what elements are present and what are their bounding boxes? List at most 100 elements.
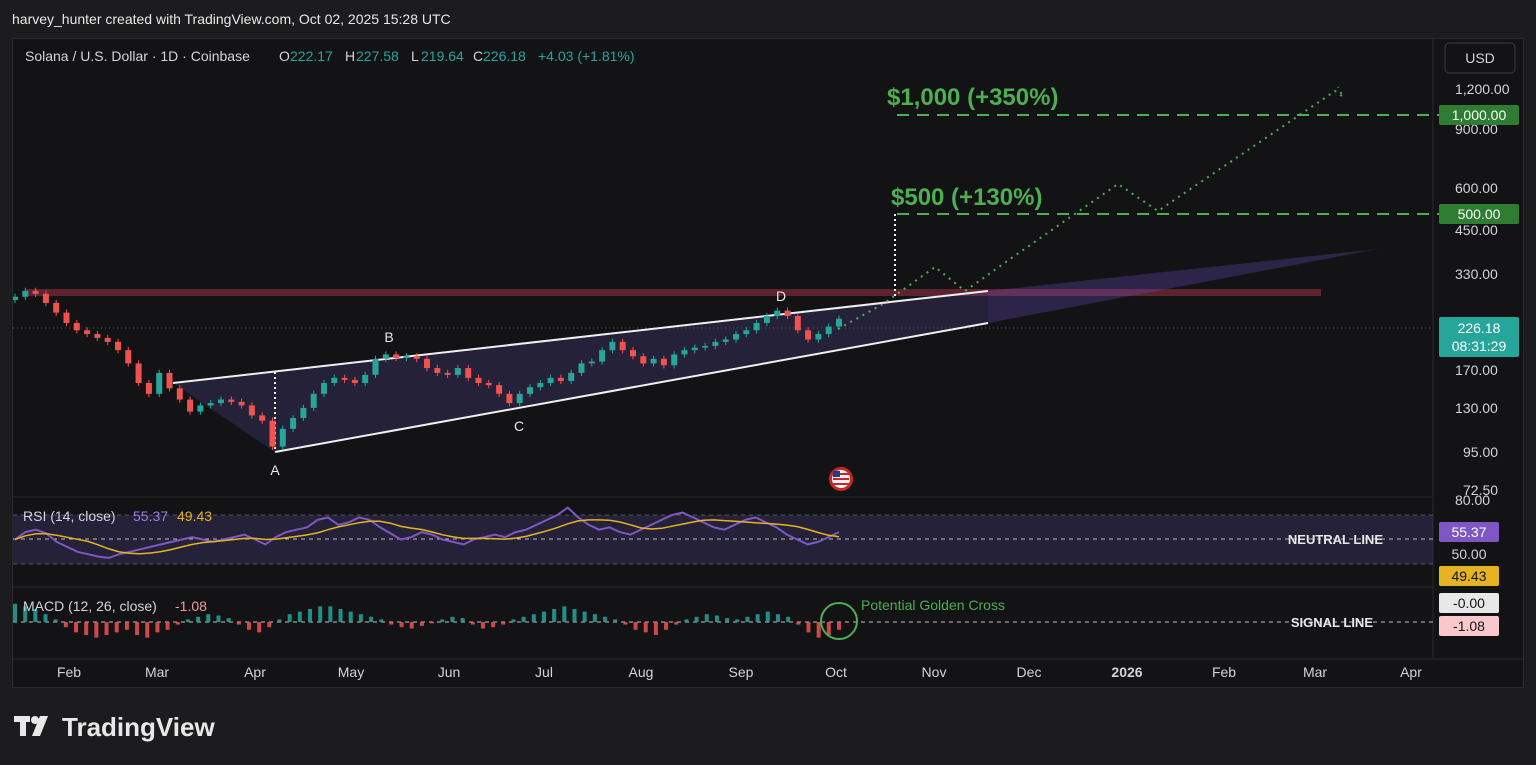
candle [424, 358, 430, 369]
candle [671, 354, 678, 366]
macd-bar [206, 614, 211, 622]
candle [176, 388, 183, 400]
macd-bar [491, 622, 496, 628]
candle [310, 393, 317, 408]
candle [784, 310, 791, 316]
candle [774, 310, 781, 316]
candle [547, 377, 554, 384]
macd-bar [124, 622, 129, 630]
price-tick: 330.00 [1455, 266, 1498, 282]
candle [825, 326, 832, 335]
candle [259, 415, 266, 421]
candle [516, 393, 523, 404]
candle [362, 374, 369, 384]
candle [300, 407, 307, 418]
currency-button[interactable] [1444, 42, 1516, 74]
price-tick: 450.00 [1455, 222, 1498, 238]
candle [63, 312, 70, 323]
candle [125, 350, 132, 364]
time-axis: Feb Mar Apr May Jun Jul Aug Sep Oct Nov … [57, 664, 1422, 680]
time-tick: Jul [535, 664, 553, 680]
macd-bar [806, 622, 811, 633]
candle [650, 358, 657, 364]
macd-bar [196, 616, 201, 622]
candle [537, 383, 544, 388]
candle [156, 372, 163, 394]
candle [743, 330, 750, 335]
rsi-value: 55.37 [133, 508, 168, 524]
rsi-value-tag [1439, 522, 1499, 542]
credit-text: harvey_hunter created with TradingView.c… [12, 11, 451, 27]
candle [681, 350, 688, 355]
macd-bar [837, 622, 841, 630]
macd-bar [541, 611, 546, 622]
macd-signal-tag-text: -0.00 [1453, 595, 1485, 611]
price-tag-1000-text: 1,000.00 [1452, 107, 1507, 123]
candle [228, 399, 235, 402]
macd-bar [531, 614, 536, 622]
macd-bar [145, 622, 150, 638]
rsi-label: RSI (14, close) [23, 508, 116, 524]
macd-bar [633, 622, 638, 630]
macd-bar [399, 622, 404, 628]
candle [197, 405, 204, 412]
rsi-signal-value: 49.43 [177, 508, 212, 524]
macd-bar [277, 619, 282, 622]
candle [619, 341, 626, 351]
current-price-tag-value: 226.18 [1458, 320, 1501, 336]
candle [145, 383, 152, 394]
candle [640, 356, 647, 364]
macd-bar [755, 614, 760, 622]
macd-bar [470, 622, 475, 625]
macd-bar [430, 622, 435, 624]
macd-bar [419, 622, 424, 626]
candle [557, 377, 564, 381]
macd-bar [114, 622, 119, 633]
candle [527, 387, 533, 394]
ohlc-change: +4.03 (+1.81%) [538, 48, 635, 64]
candle [413, 356, 420, 359]
macd-hist-tag-text: -1.08 [1453, 618, 1485, 634]
candle [279, 428, 286, 447]
time-tick: Oct [825, 664, 847, 680]
candle [207, 403, 214, 406]
candle [485, 383, 492, 386]
macd-bar [765, 611, 770, 622]
rsi-signal-line [14, 519, 840, 555]
time-tick: Apr [244, 664, 266, 680]
target-500-label: $500 (+130%) [891, 184, 1042, 211]
time-tick: Jun [438, 664, 461, 680]
pattern-label-d: D [776, 288, 786, 304]
rsi-value-tag-text: 55.37 [1451, 524, 1486, 540]
candle [135, 363, 142, 384]
us-flag-event-icon[interactable] [829, 467, 853, 491]
current-price-tag-countdown: 08:31:29 [1452, 338, 1507, 354]
macd-bar [185, 619, 190, 622]
candle [712, 341, 719, 346]
candle [73, 322, 80, 331]
macd-bar [735, 619, 740, 622]
macd-bar [33, 609, 38, 622]
candle [660, 358, 667, 366]
macd-bar [236, 622, 241, 625]
candle [269, 420, 276, 447]
candle [444, 372, 451, 375]
chart-panel[interactable]: Solana / U.S. Dollar · 1D · Coinbase O 2… [12, 38, 1525, 689]
golden-cross-label: Potential Golden Cross [861, 597, 1005, 613]
macd-bar [664, 622, 669, 630]
macd-bar [297, 611, 302, 622]
candle [94, 334, 101, 338]
candle [290, 417, 297, 429]
pattern-label-b: B [384, 329, 393, 345]
macd-bar [216, 615, 221, 622]
macd-bar [674, 622, 679, 625]
tradingview-brand: TradingView [62, 712, 215, 742]
macd-bar [786, 616, 791, 622]
price-tag-1000 [1439, 105, 1519, 125]
candle [331, 377, 338, 384]
chart-svg[interactable]: Solana / U.S. Dollar · 1D · Coinbase O 2… [13, 39, 1525, 689]
rsi-axis-top: 80.00 [1455, 492, 1490, 508]
macd-bar [328, 606, 333, 622]
macd-bar [501, 622, 506, 625]
candle [475, 377, 482, 384]
